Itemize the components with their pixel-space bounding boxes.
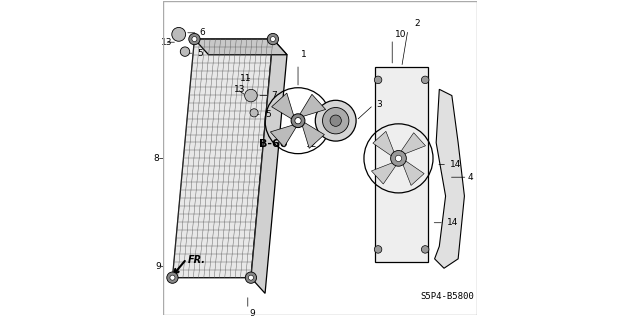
- Circle shape: [374, 76, 382, 84]
- Text: 13: 13: [161, 38, 173, 47]
- Text: 3: 3: [376, 100, 382, 109]
- Circle shape: [248, 275, 253, 280]
- Circle shape: [295, 117, 301, 124]
- Polygon shape: [371, 162, 397, 184]
- Circle shape: [180, 47, 189, 56]
- Circle shape: [421, 76, 429, 84]
- Circle shape: [291, 114, 305, 128]
- Polygon shape: [270, 125, 296, 147]
- Text: 2: 2: [414, 19, 420, 28]
- Polygon shape: [271, 93, 294, 119]
- Circle shape: [167, 272, 178, 283]
- Circle shape: [374, 246, 382, 253]
- Polygon shape: [300, 94, 326, 117]
- Text: 9: 9: [155, 262, 161, 271]
- Polygon shape: [435, 89, 465, 268]
- Polygon shape: [302, 123, 324, 148]
- Circle shape: [170, 275, 175, 280]
- Polygon shape: [400, 133, 426, 155]
- Text: 14: 14: [451, 160, 461, 169]
- Circle shape: [192, 36, 197, 42]
- Text: 6: 6: [199, 28, 205, 37]
- Polygon shape: [373, 131, 395, 156]
- Circle shape: [244, 89, 257, 102]
- Circle shape: [390, 150, 406, 166]
- Polygon shape: [195, 39, 287, 55]
- Text: 10: 10: [396, 30, 407, 39]
- Text: 13: 13: [234, 85, 245, 94]
- Text: 12: 12: [306, 140, 317, 149]
- Circle shape: [250, 109, 258, 117]
- Circle shape: [316, 100, 356, 141]
- Circle shape: [268, 33, 278, 45]
- Polygon shape: [251, 39, 287, 293]
- Polygon shape: [172, 39, 273, 278]
- Circle shape: [245, 272, 257, 283]
- Text: 9: 9: [250, 309, 255, 318]
- Text: 1: 1: [301, 50, 307, 59]
- Text: 5: 5: [198, 49, 204, 58]
- Text: B-60: B-60: [259, 139, 287, 149]
- Circle shape: [172, 28, 186, 41]
- Polygon shape: [402, 160, 424, 185]
- Text: 8: 8: [154, 154, 159, 163]
- Bar: [375, 67, 428, 262]
- Text: 14: 14: [447, 218, 458, 227]
- Circle shape: [270, 36, 275, 42]
- Text: 11: 11: [240, 74, 252, 83]
- Circle shape: [421, 246, 429, 253]
- Text: 7: 7: [271, 91, 277, 100]
- Text: FR.: FR.: [188, 255, 206, 265]
- Text: 5: 5: [265, 110, 271, 119]
- Circle shape: [396, 155, 402, 162]
- Circle shape: [323, 108, 349, 134]
- Text: 4: 4: [468, 173, 473, 182]
- Text: S5P4-B5800: S5P4-B5800: [420, 292, 474, 301]
- Circle shape: [189, 33, 200, 45]
- Circle shape: [330, 115, 341, 126]
